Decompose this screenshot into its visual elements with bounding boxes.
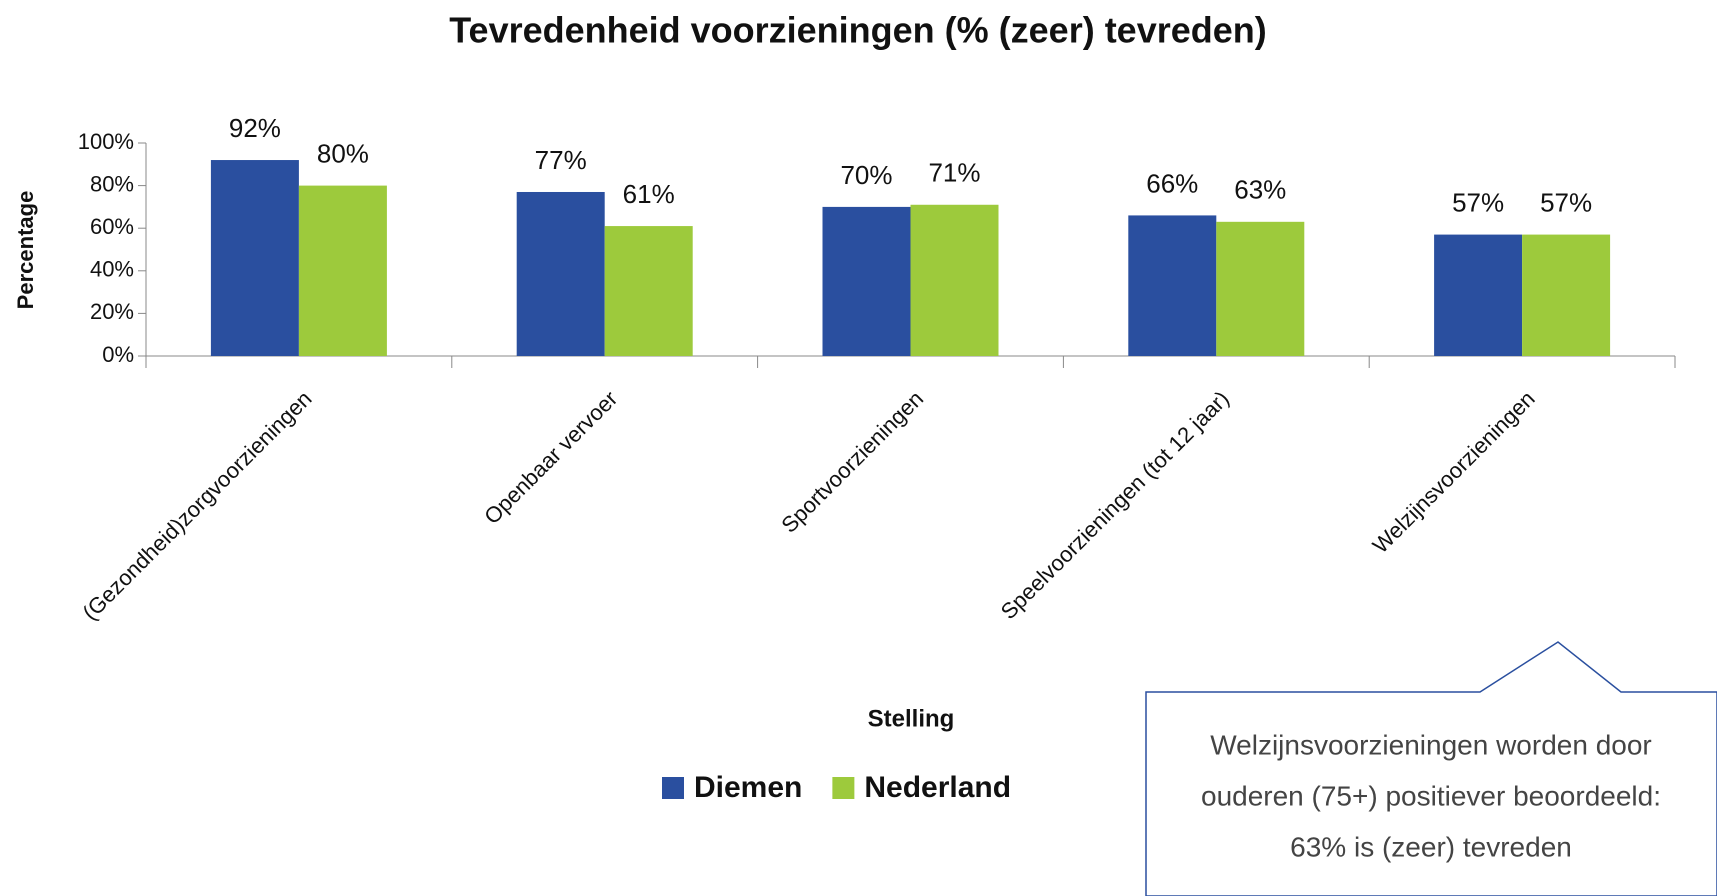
chart-title: Tevredenheid voorzieningen (% (zeer) tev… [449,10,1267,51]
x-tick-label: Speelvoorzieningen (tot 12 jaar) [996,386,1234,624]
bar [604,226,693,356]
y-tick-label: 40% [90,257,134,282]
legend-label: Diemen [694,771,802,804]
bar [1434,234,1523,356]
data-label: 77% [535,145,587,175]
legend-label: Nederland [864,771,1011,804]
callout-box [1145,641,1717,896]
x-axis-title: Stelling [868,705,955,732]
bar [1522,234,1611,356]
x-tick-label: Sportvoorzieningen [776,386,928,538]
data-label: 70% [840,160,892,190]
annotation-line: 63% is (zeer) tevreden [1290,831,1572,862]
bar [1128,215,1217,356]
data-label: 80% [317,138,369,168]
x-tick-label: (Gezondheid)zorgvoorzieningen [77,386,316,625]
data-label: 57% [1452,187,1504,217]
bar [822,206,911,356]
data-label: 57% [1540,187,1592,217]
y-tick-label: 100% [78,129,134,154]
x-tick-label: Welzijnsvoorzieningen [1368,386,1540,558]
y-tick-label: 0% [102,342,134,367]
y-tick-label: 80% [90,171,134,196]
x-tick-label: Openbaar vervoer [479,386,622,529]
annotation-line: Welzijnsvoorzieningen worden door [1210,729,1652,760]
data-label: 66% [1146,168,1198,198]
annotation-line: ouderen (75+) positiever beoordeeld: [1201,780,1661,811]
data-label: 61% [623,179,675,209]
bar [516,191,605,356]
y-tick-label: 20% [90,299,134,324]
data-label: 92% [229,113,281,143]
data-label: 63% [1234,175,1286,205]
data-label: 71% [928,158,980,188]
bar [910,204,999,356]
bar [1216,221,1305,356]
legend-swatch [662,777,684,799]
legend-swatch [832,777,855,799]
y-tick-label: 60% [90,214,134,239]
bar [210,160,299,356]
bar [298,185,387,356]
y-axis-title: Percentage [13,191,38,310]
